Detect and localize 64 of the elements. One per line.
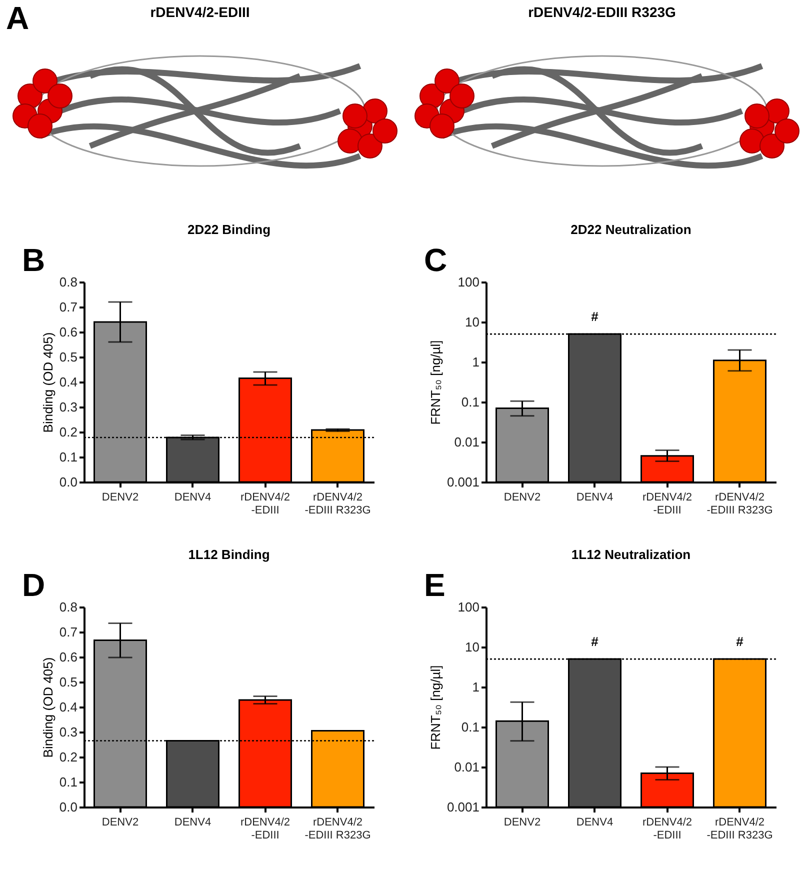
y-tick-label: 0.7 (59, 624, 78, 640)
annotation: # (591, 309, 600, 324)
y-tick-label: 0.6 (59, 650, 78, 664)
y-tick-label: 10 (465, 640, 480, 654)
y-tick-label: 0.0 (59, 474, 78, 490)
x-tick-label: DENV4 (576, 492, 614, 504)
x-tick-label: DENV2 (504, 492, 541, 504)
text: rDENV4/2-EDIII (150, 4, 250, 20)
y-tick-label: 10 (465, 314, 480, 330)
x-tick-label: rDENV4/2 -EDIII R323G (304, 816, 371, 842)
y-axis-title: FRNT₅₀ [ng/µl] (428, 340, 443, 425)
text: D (22, 567, 46, 603)
chart-title: 2D22 Neutralization (570, 222, 692, 237)
annotation: # (736, 634, 744, 650)
y-axis-title: FRNT₅₀ [ng/µl] (428, 665, 443, 750)
y-tick-label: 0.1 (59, 450, 78, 464)
y-tick-label: 0.1 (461, 394, 480, 410)
x-tick-label: DENV2 (102, 816, 139, 828)
x-tick-label: rDENV4/2 -EDIII (642, 816, 692, 842)
y-tick-label: 0.1 (461, 720, 480, 734)
x-tick-label: rDENV4/2 -EDIII R323G (706, 816, 773, 842)
y-tick-label: 0.8 (59, 274, 78, 290)
annotation: # (591, 634, 600, 650)
text: A (6, 0, 30, 37)
x-tick-label: DENV4 (576, 816, 614, 828)
y-tick-label: 0.8 (59, 600, 78, 614)
y-tick-label: 0.7 (59, 300, 78, 314)
y-tick-label: 0.4 (59, 700, 78, 714)
x-tick-label: rDENV4/2 -EDIII R323G (706, 492, 773, 516)
text: C (424, 242, 448, 278)
y-tick-label: 0.01 (454, 434, 480, 450)
y-tick-label: 0.2 (59, 750, 78, 764)
y-tick-label: 0.1 (59, 774, 78, 790)
y-tick-label: 0.01 (454, 760, 480, 774)
y-tick-label: 0.4 (59, 374, 78, 390)
text: rDENV4/2-EDIII R323G (527, 4, 677, 22)
y-tick-label: 0.3 (59, 400, 78, 414)
y-tick-label: 1 (472, 354, 480, 370)
x-tick-label: rDENV4/2 -EDIII (642, 492, 692, 516)
x-tick-label: DENV2 (102, 492, 139, 504)
x-tick-label: rDENV4/2 -EDIII R323G (304, 492, 371, 516)
chart-title: 1L12 Binding (188, 547, 270, 562)
x-tick-label: DENV2 (504, 816, 541, 828)
text: E (424, 567, 446, 603)
x-tick-label: DENV4 (174, 492, 212, 504)
y-tick-label: 0.2 (59, 424, 78, 440)
y-tick-label: 1 (472, 680, 480, 694)
y-axis-title: Binding (OD 405) (40, 332, 56, 433)
y-axis-title: Binding (OD 405) (40, 657, 56, 758)
y-tick-label: 0.5 (59, 350, 78, 364)
x-tick-label: DENV4 (174, 816, 212, 828)
y-tick-label: 100 (458, 600, 480, 614)
text: B (22, 242, 46, 278)
y-tick-label: 0.3 (59, 724, 78, 740)
y-tick-label: 0.5 (59, 674, 78, 690)
y-tick-label: 0.6 (59, 324, 78, 340)
x-tick-label: rDENV4/2 -EDIII (240, 816, 290, 842)
chart-title: 1L12 Neutralization (571, 547, 691, 562)
y-tick-label: 100 (458, 274, 480, 290)
y-tick-label: 0.001 (446, 474, 480, 490)
y-tick-label: 0.001 (446, 800, 480, 814)
chart-title: 2D22 Binding (187, 222, 271, 237)
x-tick-label: rDENV4/2 -EDIII (240, 492, 290, 516)
y-tick-label: 0.0 (59, 800, 78, 814)
